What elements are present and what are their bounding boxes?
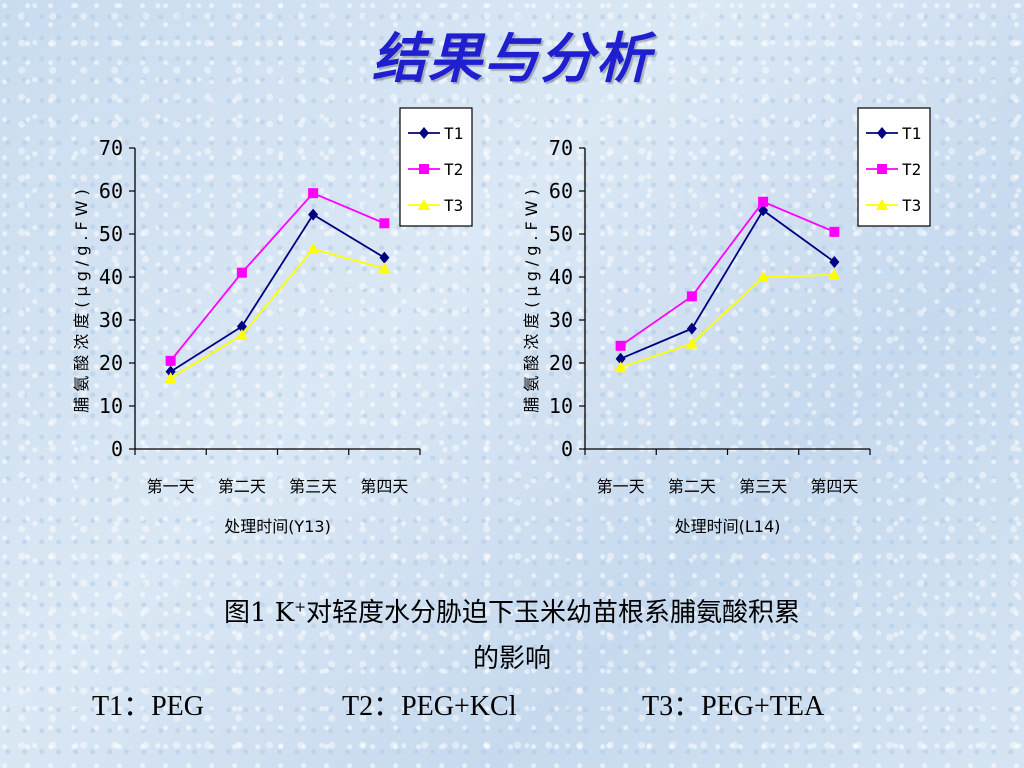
data-point-t2: [758, 196, 769, 207]
data-point-t2: [165, 355, 176, 366]
legend-marker-t1: [419, 127, 429, 139]
caption-suffix: 对轻度水分胁迫下玉米幼苗根系脯氨酸积累: [305, 598, 800, 628]
x-tick-label: 第四天: [810, 477, 858, 496]
series-line-t3: [170, 248, 385, 379]
legend-label-t2: T2: [902, 160, 921, 179]
data-point-t3: [614, 361, 627, 373]
legend-marker-t3: [418, 199, 430, 210]
data-point-t2: [686, 291, 697, 302]
y-tick-label: 60: [549, 179, 573, 203]
treatment-legend: T1：PEG T2：PEG+KCl T3：PEG+TEA: [92, 684, 972, 724]
caption-superscript: +: [294, 599, 306, 616]
legend-marker-t1: [877, 127, 887, 139]
series-line-t2: [169, 192, 385, 362]
legend-marker-t3: [876, 199, 888, 210]
page-title: 结果与分析: [372, 27, 652, 90]
series-line-t3: [620, 273, 835, 369]
data-point-t3: [164, 372, 177, 384]
x-tick-label: 第二天: [218, 477, 266, 496]
x-axis-title: 处理时间(L14): [675, 517, 781, 536]
treatment-t3: T3：PEG+TEA: [642, 691, 825, 722]
data-point-t1: [686, 322, 697, 335]
y-tick-label: 30: [549, 308, 573, 332]
data-point-t2: [829, 226, 840, 237]
treatment-t1: T1：PEG: [92, 691, 205, 722]
legend-label-t1: T1: [902, 124, 921, 143]
data-point-t2: [236, 267, 247, 278]
data-point-t1: [379, 251, 390, 264]
figure-caption: 图1 K+对轻度水分胁迫下玉米幼苗根系脯氨酸积累: [60, 592, 964, 629]
x-tick-label: 第三天: [739, 477, 787, 496]
x-tick-label: 第一天: [597, 477, 645, 496]
x-tick-label: 第二天: [668, 477, 716, 496]
treatment-t2: T2：PEG+KCl: [342, 691, 517, 722]
legend-box: [399, 107, 473, 227]
legend-label-t3: T3: [902, 196, 921, 215]
data-point-t2: [379, 218, 390, 229]
y-tick-label: 20: [99, 351, 123, 375]
y-tick-label: 10: [549, 394, 573, 418]
y-tick-label: 0: [111, 437, 123, 461]
data-point-t3: [235, 329, 248, 341]
data-point-t2: [308, 188, 319, 199]
y-tick-label: 10: [99, 394, 123, 418]
data-point-t1: [615, 352, 626, 365]
y-tick-label: 40: [99, 265, 123, 289]
y-tick-label: 40: [549, 265, 573, 289]
y-axis-title: 脯氨酸浓度(μg/g.FW): [522, 184, 541, 412]
series-line-t2: [620, 200, 835, 347]
x-tick-label: 第三天: [289, 477, 337, 496]
data-point-t1: [236, 320, 247, 333]
data-point-t3: [307, 243, 320, 255]
y-tick-label: 60: [99, 179, 123, 203]
data-point-t3: [828, 268, 841, 280]
y-tick-label: 20: [549, 351, 573, 375]
legend-label-t3: T3: [444, 196, 463, 215]
x-tick-label: 第四天: [360, 477, 408, 496]
data-point-t3: [685, 337, 698, 349]
x-axis-title: 处理时间(Y13): [224, 517, 331, 536]
y-tick-label: 50: [99, 222, 123, 246]
data-point-t1: [829, 255, 840, 268]
caption-prefix: 图1 K: [224, 598, 295, 628]
x-tick-label: 第一天: [147, 477, 195, 496]
data-point-t2: [615, 340, 626, 351]
data-point-t3: [378, 262, 391, 274]
legend-marker-t2: [877, 164, 887, 174]
figure-caption-line2: 的影响: [472, 644, 551, 674]
series-line-t1: [620, 209, 835, 360]
legend-label-t2: T2: [444, 160, 463, 179]
data-point-t1: [165, 365, 176, 378]
y-tick-label: 30: [99, 308, 123, 332]
legend-box: [857, 107, 931, 227]
y-axis-title: 脯氨酸浓度(μg/g.FW): [72, 184, 91, 412]
legend-label-t1: T1: [444, 124, 463, 143]
data-point-t3: [757, 271, 770, 282]
y-tick-label: 50: [549, 222, 573, 246]
data-point-t1: [308, 208, 319, 221]
legend-marker-t2: [419, 164, 429, 174]
data-point-t1: [758, 204, 769, 217]
y-tick-label: 70: [549, 136, 573, 160]
y-tick-label: 0: [561, 437, 573, 461]
y-tick-label: 70: [99, 136, 123, 160]
series-line-t1: [170, 213, 385, 373]
